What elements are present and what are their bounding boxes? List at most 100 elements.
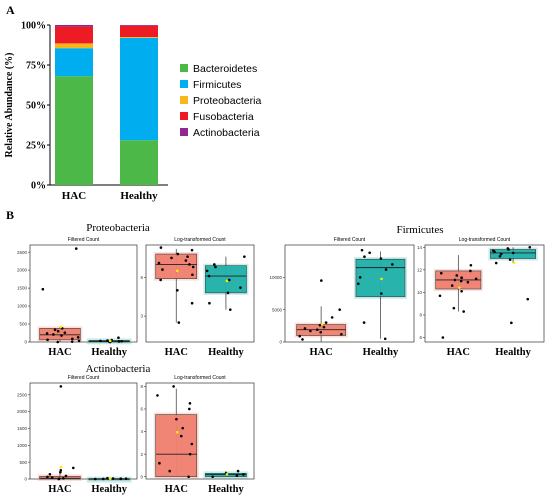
data-point bbox=[235, 474, 239, 477]
legend-label: Bacteroidetes bbox=[193, 63, 257, 75]
bar-segment bbox=[120, 25, 158, 26]
data-point bbox=[507, 248, 510, 251]
data-point bbox=[175, 417, 178, 421]
box-hac bbox=[37, 385, 83, 481]
data-point bbox=[360, 248, 364, 252]
data-point bbox=[179, 434, 183, 438]
box-healthy bbox=[86, 476, 132, 483]
data-point bbox=[243, 255, 246, 258]
subplot-title: Log-transformed Count bbox=[174, 237, 226, 243]
data-point bbox=[208, 301, 211, 305]
data-point bbox=[74, 247, 78, 250]
data-point bbox=[124, 477, 128, 480]
x-tick-label: Healthy bbox=[91, 347, 127, 358]
data-point bbox=[439, 271, 443, 275]
data-point bbox=[101, 477, 105, 481]
y-tick-label: 25% bbox=[26, 141, 46, 152]
panel-a-label: A bbox=[6, 3, 15, 17]
y-tick-label: 12 bbox=[417, 267, 423, 272]
data-point bbox=[106, 476, 109, 480]
box-hac bbox=[37, 247, 83, 344]
data-point bbox=[63, 331, 67, 334]
y-tick-label: 0% bbox=[31, 181, 46, 192]
box-plot-fl: Log-transformed Count 6 8 10 12 14 HAC Healthy bbox=[417, 237, 545, 358]
data-point bbox=[493, 250, 496, 254]
data-point bbox=[71, 337, 74, 341]
bars bbox=[55, 25, 158, 185]
subplot-title: Log-transformed Count bbox=[459, 237, 511, 243]
data-point bbox=[526, 297, 530, 301]
data-point bbox=[239, 286, 242, 289]
data-point bbox=[188, 263, 191, 266]
legend-label: Proteobacteria bbox=[193, 95, 261, 107]
subplot-title: Log-transformed Count bbox=[174, 375, 226, 381]
data-point bbox=[41, 287, 45, 291]
x-tick-label: Healthy bbox=[91, 484, 127, 495]
subplot-title: Filtered Count bbox=[68, 375, 100, 381]
data-point bbox=[70, 340, 74, 343]
data-point bbox=[455, 274, 459, 277]
legend-label: Actinobacteria bbox=[193, 127, 260, 139]
y-tick-label: 10000 bbox=[269, 275, 282, 280]
subplot-frame bbox=[29, 382, 138, 480]
data-point bbox=[452, 306, 456, 310]
subplot-title: Filtered Count bbox=[334, 237, 366, 243]
data-point bbox=[159, 278, 162, 282]
data-point bbox=[383, 337, 387, 341]
data-point bbox=[214, 265, 217, 269]
y-tick-label: 2000 bbox=[17, 268, 28, 273]
y-tick-label: 2 bbox=[140, 452, 143, 457]
data-point bbox=[120, 339, 123, 343]
data-point bbox=[318, 323, 322, 327]
legend-label: Fusobacteria bbox=[193, 111, 254, 123]
y-tick-label: 6 bbox=[140, 407, 143, 412]
data-point bbox=[190, 248, 194, 252]
y-tick-label: 500 bbox=[19, 322, 27, 327]
data-point bbox=[172, 385, 175, 388]
data-point bbox=[357, 282, 360, 286]
data-point bbox=[186, 255, 189, 258]
stacked-bar-chart: Relative Abundance (%) 0% 25% 50% 75% 100% H… bbox=[4, 21, 261, 203]
y-tick-label: 6 bbox=[140, 275, 143, 280]
data-point bbox=[119, 477, 123, 481]
subplot-frame bbox=[424, 244, 545, 343]
data-point bbox=[59, 385, 63, 388]
data-point bbox=[494, 261, 498, 265]
legend-swatch bbox=[180, 128, 188, 136]
y-tick-label: 6 bbox=[419, 335, 422, 340]
data-point bbox=[441, 336, 445, 339]
data-point bbox=[320, 279, 323, 282]
y-tick-label: 2500 bbox=[17, 250, 28, 255]
data-point bbox=[338, 308, 341, 311]
y-tick-label: 4 bbox=[140, 429, 143, 434]
y-axis-label: Relative Abundance (%) bbox=[4, 53, 15, 158]
x-tick-label: HAC bbox=[165, 347, 188, 358]
data-point bbox=[340, 332, 343, 336]
y-tick-label: 1000 bbox=[17, 304, 28, 309]
data-point bbox=[176, 252, 180, 256]
subplot-frame bbox=[29, 244, 138, 343]
data-point bbox=[211, 475, 214, 479]
y-tick-label: 14 bbox=[417, 245, 423, 250]
data-point bbox=[213, 263, 216, 266]
box-plot-af: Filtered Count 0 500 1000 1500 2000 2500 HAC Hea… bbox=[17, 375, 138, 495]
data-point bbox=[528, 245, 532, 249]
bar-segment bbox=[55, 43, 93, 49]
bar-segment bbox=[55, 26, 93, 44]
data-point bbox=[462, 310, 465, 313]
data-point bbox=[511, 251, 515, 255]
data-point bbox=[460, 276, 463, 280]
data-point bbox=[117, 340, 121, 343]
data-point bbox=[363, 255, 366, 258]
mean-marker bbox=[225, 279, 229, 283]
data-point bbox=[170, 256, 173, 260]
y-tick-label: 1500 bbox=[17, 286, 28, 291]
data-point bbox=[298, 334, 302, 338]
data-point bbox=[368, 251, 371, 255]
data-point bbox=[46, 338, 49, 342]
data-point bbox=[93, 477, 97, 481]
data-point bbox=[226, 291, 230, 295]
x-tick-label: Healthy bbox=[208, 484, 244, 495]
